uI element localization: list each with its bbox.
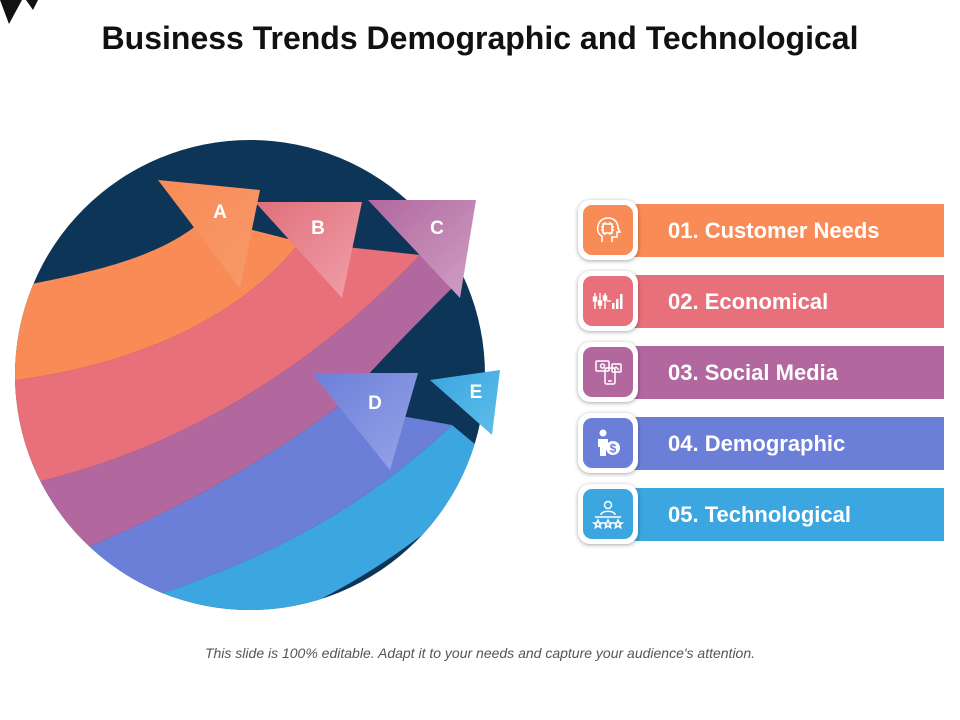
item-label: 04. Demographic xyxy=(668,430,846,456)
corner-mark xyxy=(0,0,38,24)
arrow-letter-c: C xyxy=(430,218,444,239)
item-bar: 05. Technological xyxy=(632,488,944,541)
item-label: 01. Customer Needs xyxy=(668,217,880,243)
social-devices-icon xyxy=(583,347,633,397)
icon-box: $ xyxy=(578,413,638,473)
list-item-technological: 05. Technological xyxy=(578,484,944,544)
arrowhead-b xyxy=(255,202,362,298)
item-label: 03. Social Media xyxy=(668,359,838,385)
arrowhead-d xyxy=(312,373,418,470)
item-bar: 03. Social Media xyxy=(632,346,944,399)
icon-box xyxy=(578,271,638,331)
icon-box xyxy=(578,484,638,544)
svg-text:$: $ xyxy=(610,442,617,456)
list-item-economical: 02. Economical xyxy=(578,271,944,331)
icon-box xyxy=(578,342,638,402)
item-bar: 02. Economical xyxy=(632,275,944,328)
arrowhead-e xyxy=(430,370,500,435)
arrow-letter-d: D xyxy=(368,393,382,414)
band-b xyxy=(15,242,420,490)
arrow-letter-b: B xyxy=(311,218,325,239)
footer-note: This slide is 100% editable. Adapt it to… xyxy=(204,645,756,661)
item-bar: 04. Demographic xyxy=(632,417,944,470)
list-item-demographic: 04. Demographic $ xyxy=(578,413,944,473)
person-money-icon: $ xyxy=(583,418,633,468)
item-label: 05. Technological xyxy=(668,501,851,527)
band-e xyxy=(15,425,485,610)
arrowhead-a xyxy=(158,180,260,288)
list-item-customer-needs: 01. Customer Needs xyxy=(578,200,944,260)
finance-chart-icon xyxy=(583,276,633,326)
slide-title: Business Trends Demographic and Technolo… xyxy=(101,20,859,56)
trend-arrows-diagram: A B C D E xyxy=(15,140,500,610)
arrow-letter-e: E xyxy=(470,382,483,403)
band-c xyxy=(15,255,470,580)
arrowhead-c xyxy=(368,200,476,298)
item-label: 02. Economical xyxy=(668,288,829,314)
list-item-social-media: 03. Social Media xyxy=(578,342,944,402)
user-rating-icon xyxy=(583,489,633,539)
item-bar: 01. Customer Needs xyxy=(632,204,944,257)
icon-box xyxy=(578,200,638,260)
head-chip-icon xyxy=(583,205,633,255)
arrow-letter-a: A xyxy=(213,202,227,223)
